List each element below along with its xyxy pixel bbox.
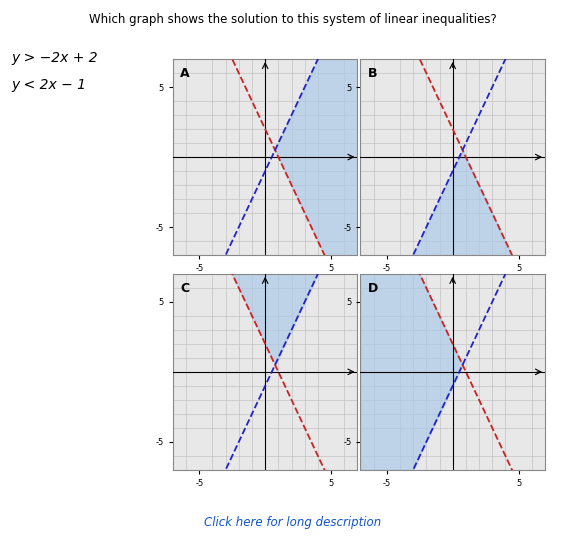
Text: B: B (368, 67, 377, 80)
Text: A: A (180, 67, 190, 80)
Text: Click here for long description: Click here for long description (205, 516, 381, 529)
Text: D: D (368, 282, 378, 295)
Text: y < 2x − 1: y < 2x − 1 (12, 78, 87, 92)
Text: C: C (180, 282, 189, 295)
Text: y > −2x + 2: y > −2x + 2 (12, 51, 98, 65)
Text: Which graph shows the solution to this system of linear inequalities?: Which graph shows the solution to this s… (89, 13, 497, 26)
